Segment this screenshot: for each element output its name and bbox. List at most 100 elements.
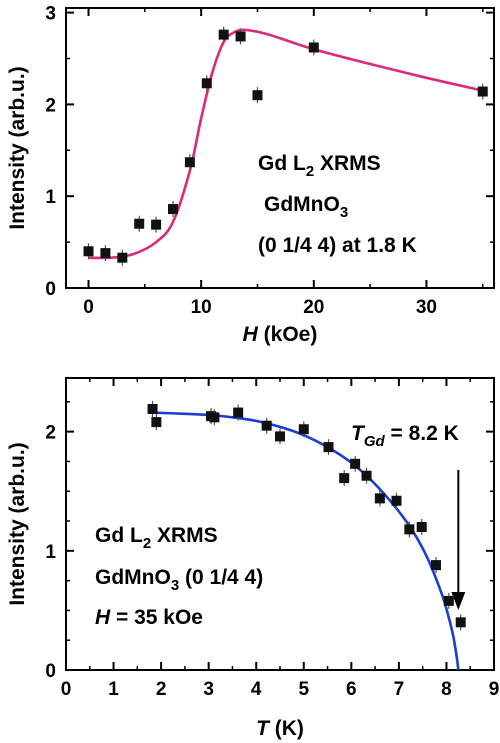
- data-point: [147, 400, 158, 417]
- y-tick-label: 3: [45, 4, 56, 25]
- point-marker: [147, 403, 158, 414]
- point-marker: [298, 424, 309, 435]
- y-tick-label: 0: [45, 661, 56, 682]
- data-point: [261, 417, 272, 434]
- x-tick-label: 20: [303, 297, 324, 318]
- x-tick-label: 10: [191, 297, 212, 318]
- x-tick-label: 3: [203, 679, 214, 700]
- point-marker: [339, 473, 350, 484]
- bottom-annotation-line3: H = 35 kOe: [95, 606, 203, 629]
- data-point: [209, 409, 220, 426]
- x-tick-label: 4: [251, 679, 262, 700]
- point-marker: [455, 617, 466, 628]
- data-point: [374, 490, 385, 507]
- point-marker: [443, 595, 454, 606]
- data-point: [323, 439, 334, 456]
- point-marker: [100, 248, 111, 259]
- x-tick-label: 7: [394, 679, 405, 700]
- point-marker: [168, 204, 178, 215]
- point-marker: [151, 219, 162, 230]
- point-marker: [275, 431, 285, 442]
- y-tick-label: 2: [45, 95, 56, 116]
- point-marker: [416, 521, 427, 532]
- data-point: [100, 245, 111, 262]
- point-marker: [391, 495, 402, 506]
- point-marker: [134, 218, 145, 229]
- point-marker: [218, 29, 229, 40]
- data-point: [275, 428, 285, 445]
- data-point: [416, 518, 427, 535]
- point-marker: [430, 560, 441, 571]
- top-annotation-line2: GdMnO3: [264, 193, 348, 221]
- point-marker: [308, 42, 319, 53]
- data-point: [391, 492, 402, 509]
- data-point: [361, 467, 372, 484]
- point-marker: [261, 420, 272, 431]
- data-point: [443, 592, 454, 609]
- data-point: [83, 243, 94, 260]
- top-y-axis-title: Intensity (arb.u.): [6, 66, 29, 229]
- bottom-data-points: [147, 400, 466, 631]
- data-point: [298, 421, 309, 438]
- bottom-annotation-line1: Gd L2 XRMS: [95, 524, 218, 552]
- data-point: [201, 75, 212, 92]
- data-point: [134, 215, 145, 232]
- bottom-annotation: TGd = 8.2 K Gd L2 XRMS GdMnO3 (0 1/4 4) …: [95, 422, 459, 629]
- data-point: [235, 28, 246, 45]
- point-marker: [374, 493, 385, 504]
- x-tick-label: 30: [416, 297, 437, 318]
- point-marker: [184, 157, 195, 168]
- x-tick-label: 0: [83, 297, 94, 318]
- y-tick-label: 2: [45, 423, 56, 444]
- top-panel-field-sweep: 0 10 20 30 0 1 2 3 Intensity (arb.u.) H (kOe) G…: [6, 4, 495, 346]
- x-tick-label: 1: [108, 679, 119, 700]
- bottom-x-axis-title: T (K): [256, 717, 304, 740]
- bottom-annotation-line2: GdMnO3 (0 1/4 4): [95, 566, 263, 594]
- y-tick-label: 1: [45, 542, 56, 563]
- data-point: [339, 470, 350, 487]
- data-point: [151, 216, 162, 233]
- top-annotation-line3: (0 1/4 4) at 1.8 K: [258, 234, 417, 257]
- top-fit-curve: [88, 28, 483, 260]
- top-annotation: Gd L2 XRMS GdMnO3 (0 1/4 4) at 1.8 K: [258, 152, 417, 257]
- point-marker: [323, 442, 334, 453]
- data-point: [184, 154, 195, 171]
- data-point: [404, 521, 415, 538]
- data-point: [233, 404, 244, 421]
- x-tick-label: 8: [441, 679, 452, 700]
- data-point: [477, 83, 488, 100]
- bottom-y-axis-title: Intensity (arb.u.): [6, 442, 29, 605]
- point-marker: [117, 252, 128, 263]
- x-tick-label: 6: [346, 679, 357, 700]
- top-plot-frame: [65, 7, 495, 289]
- tgd-arrow-head: [451, 592, 466, 610]
- point-marker: [209, 412, 220, 423]
- point-marker: [350, 458, 361, 469]
- data-point: [430, 557, 441, 574]
- data-point: [308, 39, 319, 56]
- tgd-arrow: [451, 470, 466, 610]
- point-marker: [201, 78, 212, 89]
- y-tick-label: 0: [45, 279, 56, 300]
- point-marker: [404, 524, 415, 535]
- point-marker: [361, 470, 372, 481]
- point-marker: [83, 246, 94, 257]
- top-data-points: [83, 26, 488, 266]
- tgd-label: TGd = 8.2 K: [351, 422, 459, 450]
- x-tick-label: 2: [156, 679, 167, 700]
- point-marker: [151, 417, 162, 428]
- x-tick-label: 5: [298, 679, 309, 700]
- bottom-tick-labels: 0 1 2 3 4 5 6 7 8 9 0 1 2: [45, 423, 499, 700]
- x-tick-label: 9: [489, 679, 500, 700]
- data-point: [117, 249, 128, 266]
- y-tick-label: 1: [45, 187, 56, 208]
- point-marker: [252, 90, 263, 101]
- point-marker: [477, 86, 488, 97]
- data-point: [151, 414, 162, 431]
- bottom-panel-temperature: 0 1 2 3 4 5 6 7 8 9 0 1 2 Intensity (arb.u.) T (K) T…: [6, 377, 499, 740]
- data-point: [168, 201, 178, 218]
- point-marker: [233, 407, 244, 418]
- top-annotation-line1: Gd L2 XRMS: [258, 152, 381, 180]
- data-point: [218, 26, 229, 43]
